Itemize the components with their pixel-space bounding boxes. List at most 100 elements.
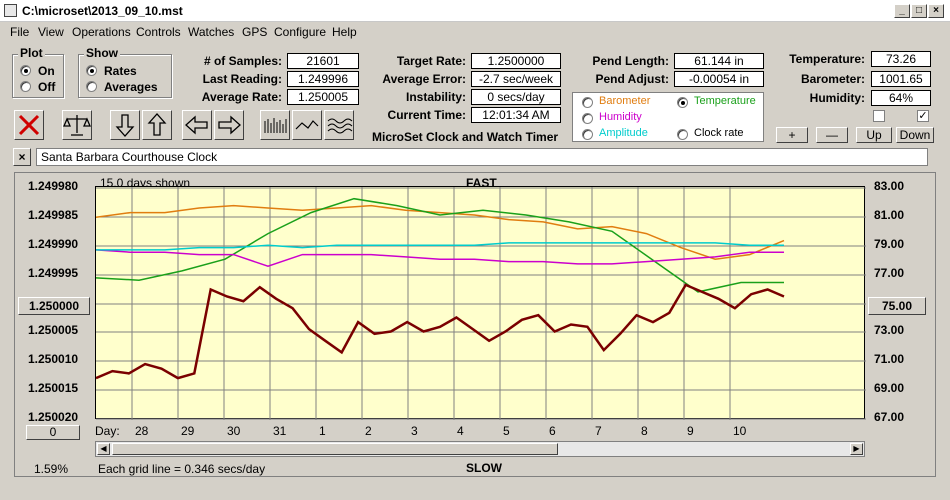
temperature-center-button[interactable]: 75.00 <box>868 297 926 315</box>
clear-name-button[interactable]: × <box>13 148 31 166</box>
right-tick-label: 69.00 <box>874 381 905 395</box>
menu-operations[interactable]: Operations <box>72 25 131 39</box>
left-tick-label: 1.250020 <box>28 410 79 424</box>
wave-icon <box>327 118 353 134</box>
wave-view-button[interactable] <box>324 110 354 140</box>
clock-name-input[interactable]: Santa Barbara Courthouse Clock <box>36 148 928 166</box>
up-arrow-button[interactable] <box>142 110 172 140</box>
plus-button[interactable]: + <box>776 127 808 143</box>
temperature-option-label: Temperature <box>694 95 756 107</box>
x-tick-label: 6 <box>549 424 556 438</box>
menu-configure[interactable]: Configure <box>274 25 327 39</box>
clock-rate-radio[interactable] <box>677 129 688 140</box>
right-tick-label: 73.00 <box>874 323 905 337</box>
app-icon[interactable] <box>4 4 17 17</box>
series-line-temperature <box>95 197 784 293</box>
plot-area[interactable] <box>95 186 866 420</box>
plot-off-label: Off <box>38 80 56 94</box>
left-tick-label: 1.249980 <box>28 179 79 193</box>
x-tick-label: 8 <box>641 424 648 438</box>
checkbox-left[interactable] <box>873 110 885 122</box>
line-view-button[interactable] <box>292 110 322 140</box>
show-group-label: Show <box>84 46 120 60</box>
x-tick-label: 3 <box>411 424 418 438</box>
right-tick-label: 79.00 <box>874 237 905 251</box>
right-tick-label: 83.00 <box>874 179 905 193</box>
rates-radio[interactable] <box>86 65 97 76</box>
x-tick-label: 31 <box>273 424 287 438</box>
average-error-field: -2.7 sec/week <box>471 71 561 87</box>
minimize-button[interactable]: _ <box>894 4 910 18</box>
balance-button[interactable] <box>62 110 92 140</box>
menu-controls[interactable]: Controls <box>136 25 181 39</box>
menu-watches[interactable]: Watches <box>188 25 235 39</box>
clock-rate-option-label: Clock rate <box>694 127 744 139</box>
humidity-label: Humidity: <box>809 91 865 105</box>
last-reading-label: Last Reading: <box>202 72 282 86</box>
target-rate-field: 1.2500000 <box>471 53 561 69</box>
right-tick-label: 71.00 <box>874 352 905 366</box>
bars-view-button[interactable] <box>260 110 290 140</box>
x-tick-label: 7 <box>595 424 602 438</box>
down-arrow-button[interactable] <box>110 110 140 140</box>
maximize-button[interactable]: □ <box>911 4 927 18</box>
stop-button[interactable] <box>14 110 44 140</box>
menu-bar: File View Operations Controls Watches GP… <box>0 23 950 42</box>
right-arrow-button[interactable] <box>214 110 244 140</box>
window-title: C:\microset\2013_09_10.mst <box>22 4 183 18</box>
checkbox-right[interactable]: ✓ <box>917 110 929 122</box>
scroll-thumb[interactable] <box>112 443 558 455</box>
menu-view[interactable]: View <box>38 25 64 39</box>
x-tick-label: 29 <box>181 424 195 438</box>
scroll-right-arrow[interactable]: ▶ <box>850 443 863 455</box>
minus-button[interactable]: — <box>816 127 848 143</box>
x-tick-label: 5 <box>503 424 510 438</box>
temperature-field: 73.26 <box>871 51 931 67</box>
last-reading-field: 1.249996 <box>287 71 359 87</box>
offset-button[interactable]: 0 <box>26 425 80 440</box>
right-tick-label: 67.00 <box>874 410 905 424</box>
horizontal-scrollbar[interactable]: ◀ ▶ <box>95 441 865 457</box>
series-line-amplitude <box>96 242 784 251</box>
average-error-label: Average Error: <box>382 72 466 86</box>
scroll-left-arrow[interactable]: ◀ <box>97 443 110 455</box>
barometer-field: 1001.65 <box>871 71 931 87</box>
title-bar: C:\microset\2013_09_10.mst _ □ × <box>0 0 950 22</box>
menu-gps[interactable]: GPS <box>242 25 268 39</box>
down-button[interactable]: Down <box>896 127 934 143</box>
menu-help[interactable]: Help <box>332 25 357 39</box>
bar-graph-icon <box>264 118 287 133</box>
left-arrow-icon <box>185 115 208 135</box>
zoom-percent: 1.59% <box>34 462 69 476</box>
left-arrow-button[interactable] <box>182 110 212 140</box>
humidity-radio[interactable] <box>582 113 593 124</box>
right-tick-label: 77.00 <box>874 266 905 280</box>
instability-label: Instability: <box>405 90 466 104</box>
rate-center-button[interactable]: 1.250000 <box>18 297 90 315</box>
grid-note: Each grid line = 0.346 secs/day <box>98 462 266 476</box>
barometer-radio[interactable] <box>582 97 593 108</box>
up-button[interactable]: Up <box>856 127 892 143</box>
plot-on-radio[interactable] <box>20 65 31 76</box>
temperature-label: Temperature: <box>789 52 865 66</box>
average-rate-label: Average Rate: <box>201 90 282 104</box>
x-tick-label: 4 <box>457 424 464 438</box>
right-arrow-icon <box>218 115 241 135</box>
target-rate-label: Target Rate: <box>396 54 466 68</box>
plot-on-label: On <box>38 64 55 78</box>
current-time-field: 12:01:34 AM <box>471 107 561 123</box>
right-tick-label: 81.00 <box>874 208 905 222</box>
left-tick-label: 1.250010 <box>28 352 79 366</box>
pend-length-label: Pend Length: <box>592 54 669 68</box>
down-arrow-icon <box>115 114 135 137</box>
amplitude-radio[interactable] <box>582 129 593 140</box>
left-tick-label: 1.250015 <box>28 381 79 395</box>
averages-radio[interactable] <box>86 81 97 92</box>
temperature-radio[interactable] <box>677 97 688 108</box>
balance-scale-icon <box>63 115 91 136</box>
x-tick-label: 10 <box>733 424 747 438</box>
close-button[interactable]: × <box>928 4 944 18</box>
menu-file[interactable]: File <box>10 25 30 39</box>
plot-off-radio[interactable] <box>20 81 31 92</box>
